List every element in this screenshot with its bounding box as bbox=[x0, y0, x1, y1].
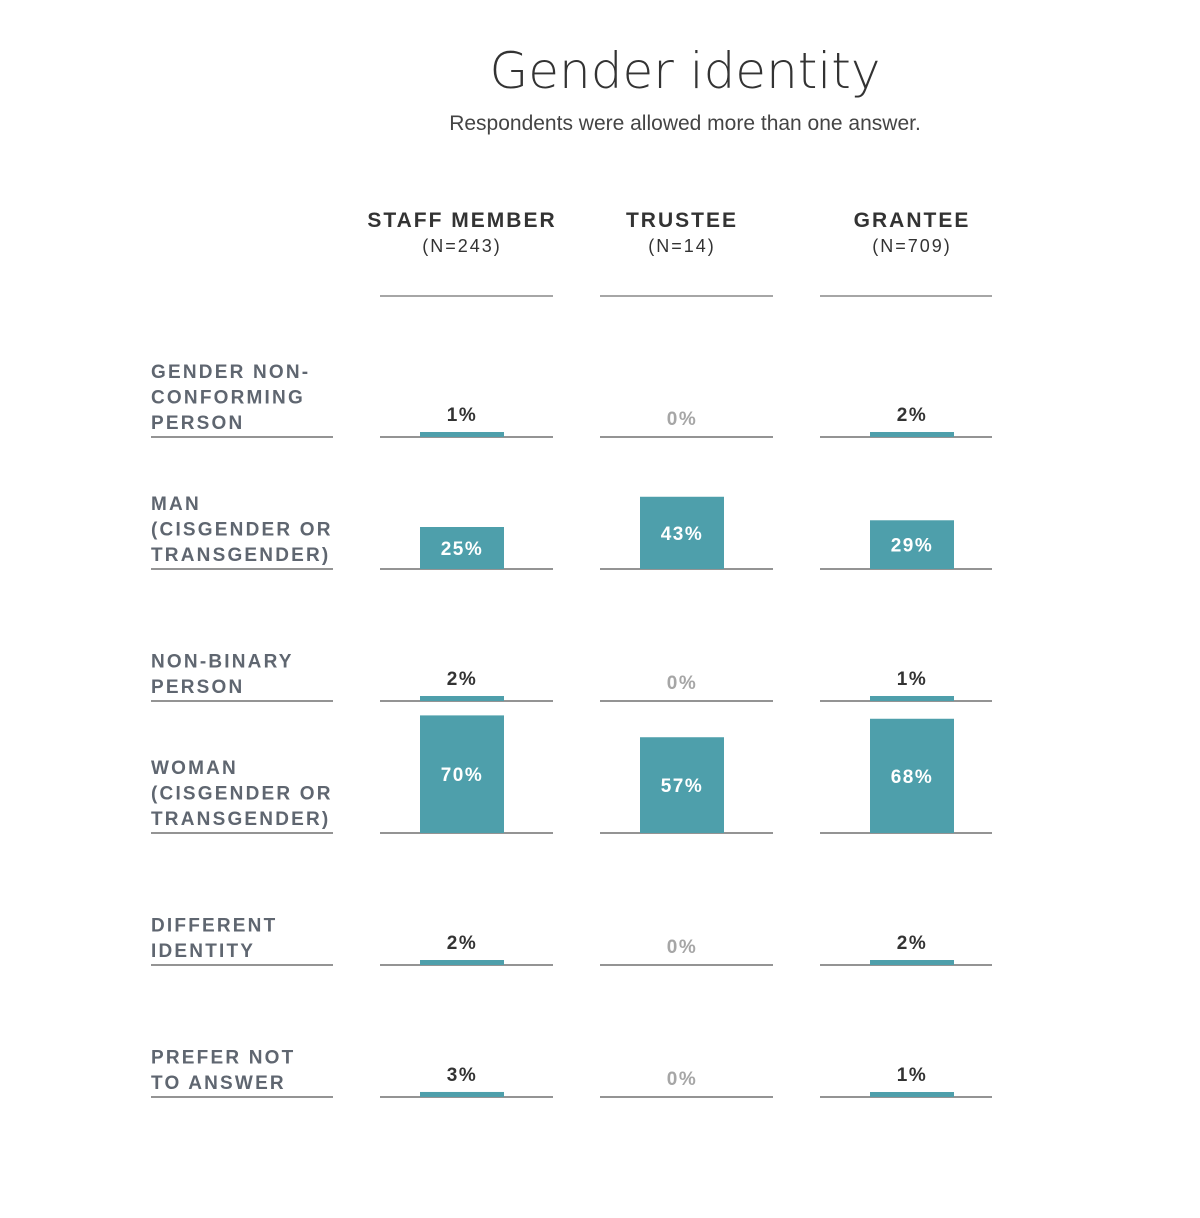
column-header-n: (N=709) bbox=[872, 236, 952, 256]
data-label: 70% bbox=[441, 765, 484, 786]
data-label-zero: 0% bbox=[667, 673, 697, 694]
category-label: PREFER NOT bbox=[151, 1048, 295, 1069]
bar bbox=[420, 432, 504, 437]
bar bbox=[870, 432, 954, 437]
chart-rows: GENDER NON- CONFORMING PERSON 1% 0% 2% MAN (CIS… bbox=[151, 362, 992, 1098]
bar bbox=[870, 696, 954, 701]
category-label: DIFFERENT bbox=[151, 916, 277, 937]
bar bbox=[420, 527, 504, 569]
data-label: 1% bbox=[447, 405, 477, 426]
column-headers: STAFF MEMBER (N=243) TRUSTEE (N=14) GRANTEE (… bbox=[367, 209, 992, 297]
data-label: 1% bbox=[897, 1065, 927, 1086]
category-label: CONFORMING bbox=[151, 388, 305, 409]
bar bbox=[420, 696, 504, 701]
column-header-n: (N=14) bbox=[648, 236, 716, 256]
category-label: PERSON bbox=[151, 413, 244, 434]
category-label: IDENTITY bbox=[151, 941, 255, 962]
data-label: 3% bbox=[447, 1065, 477, 1086]
category-label: TRANSGENDER) bbox=[151, 545, 330, 566]
bar bbox=[870, 960, 954, 965]
chart-title: Gender identity bbox=[490, 42, 881, 100]
category-label: TRANSGENDER) bbox=[151, 809, 330, 830]
bar bbox=[640, 496, 724, 569]
data-label-zero: 0% bbox=[667, 1069, 697, 1090]
column-header-name: TRUSTEE bbox=[626, 209, 738, 232]
category-label: NON-BINARY bbox=[151, 652, 294, 673]
data-label: 1% bbox=[897, 669, 927, 690]
data-label-zero: 0% bbox=[667, 409, 697, 430]
data-label: 43% bbox=[661, 524, 704, 545]
category-label: GENDER NON- bbox=[151, 362, 310, 383]
bar bbox=[640, 737, 724, 833]
bar bbox=[870, 520, 954, 569]
column-header-name: STAFF MEMBER bbox=[367, 209, 556, 232]
bar bbox=[870, 1092, 954, 1097]
data-label: 2% bbox=[447, 933, 477, 954]
data-label: 57% bbox=[661, 776, 704, 797]
data-label-zero: 0% bbox=[667, 937, 697, 958]
data-label: 25% bbox=[441, 539, 484, 560]
category-label: (CISGENDER OR bbox=[151, 520, 333, 541]
column-header-name: GRANTEE bbox=[854, 209, 971, 232]
bar bbox=[870, 718, 954, 833]
data-label: 2% bbox=[897, 933, 927, 954]
data-label: 2% bbox=[897, 405, 927, 426]
data-label: 2% bbox=[447, 669, 477, 690]
chart-subtitle: Respondents were allowed more than one a… bbox=[449, 112, 921, 135]
column-header-n: (N=243) bbox=[422, 236, 502, 256]
data-label: 68% bbox=[891, 767, 934, 788]
bar bbox=[420, 715, 504, 833]
category-label: WOMAN bbox=[151, 758, 238, 779]
bar bbox=[420, 960, 504, 965]
category-label: PERSON bbox=[151, 677, 244, 698]
bar bbox=[420, 1091, 504, 1097]
category-label: TO ANSWER bbox=[151, 1073, 286, 1094]
data-label: 29% bbox=[891, 536, 934, 557]
category-label: MAN bbox=[151, 494, 201, 515]
category-label: (CISGENDER OR bbox=[151, 784, 333, 805]
